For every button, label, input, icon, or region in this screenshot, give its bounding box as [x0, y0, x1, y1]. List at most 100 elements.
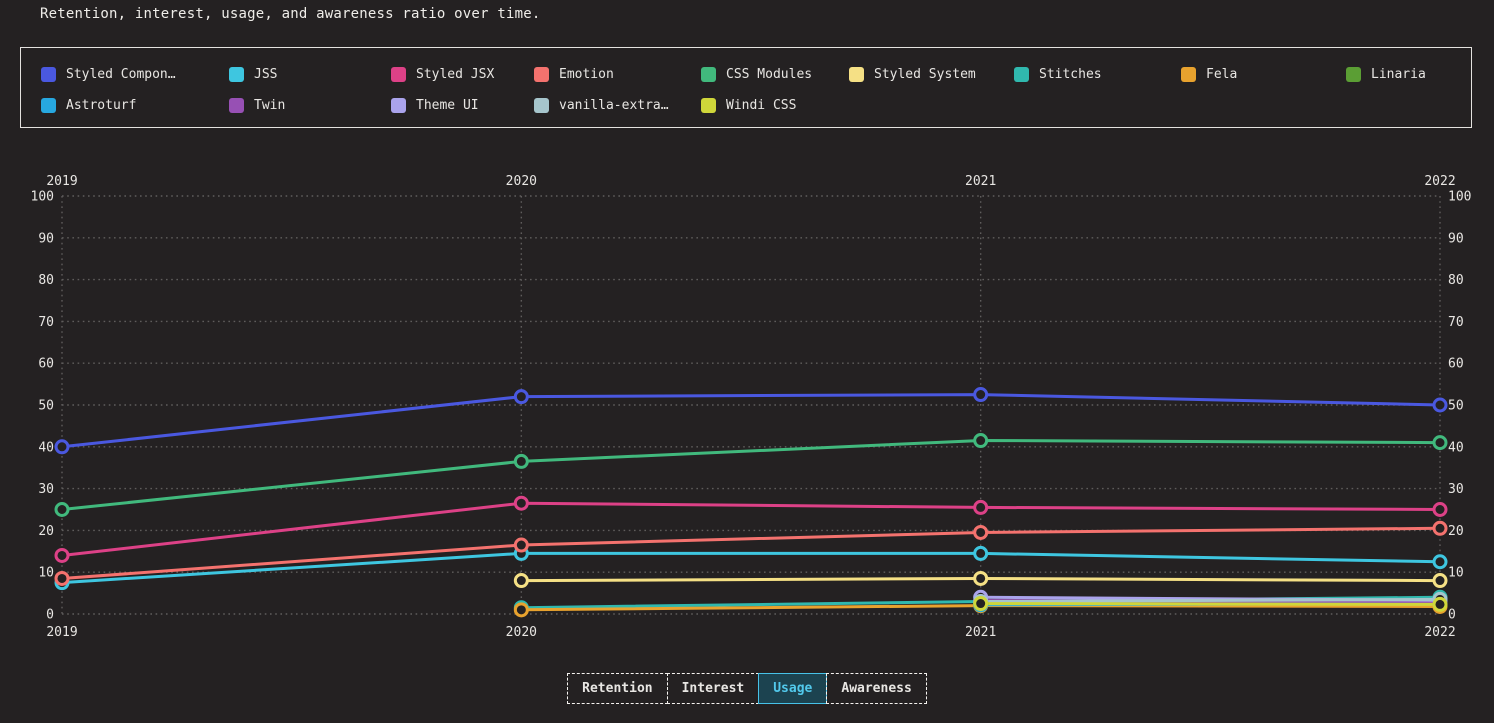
- data-point-emotion[interactable]: [513, 537, 529, 553]
- legend-item-label: Stitches: [1039, 67, 1102, 82]
- y-axis-tick-left: 20: [38, 524, 54, 539]
- y-axis-tick-left: 30: [38, 482, 54, 497]
- legend-item-label: Windi CSS: [726, 98, 797, 113]
- data-point-styled-jsx[interactable]: [973, 499, 989, 515]
- legend-swatch-icon: [701, 67, 716, 82]
- legend-item-label: Astroturf: [66, 98, 137, 113]
- x-axis-label-bottom: 2022: [1424, 625, 1455, 640]
- legend-swatch-icon: [1014, 67, 1029, 82]
- legend-swatch-icon: [1181, 67, 1196, 82]
- x-axis-label-bottom: 2021: [965, 625, 996, 640]
- y-axis-tick-left: 10: [38, 566, 54, 581]
- metric-button-interest[interactable]: Interest: [666, 673, 760, 704]
- series-line-styled-components: [60, 393, 1442, 449]
- y-axis-tick-right: 100: [1448, 190, 1471, 205]
- data-point-css-modules[interactable]: [513, 453, 529, 469]
- legend-swatch-icon: [391, 98, 406, 113]
- data-point-emotion[interactable]: [973, 524, 989, 540]
- data-point-emotion[interactable]: [54, 570, 70, 586]
- legend-item-styled-jsx[interactable]: Styled JSX: [391, 59, 534, 90]
- legend-swatch-icon: [41, 98, 56, 113]
- x-axis-label-bottom: 2019: [46, 625, 77, 640]
- y-axis-tick-right: 10: [1448, 566, 1464, 581]
- data-point-styled-components[interactable]: [1432, 397, 1448, 413]
- legend-swatch-icon: [534, 98, 549, 113]
- data-point-jss[interactable]: [1432, 554, 1448, 570]
- legend-swatch-icon: [534, 67, 549, 82]
- y-axis-tick-right: 60: [1448, 357, 1464, 372]
- legend-item-windi-css[interactable]: Windi CSS: [701, 90, 849, 121]
- data-point-styled-components[interactable]: [973, 387, 989, 403]
- data-point-styled-jsx[interactable]: [1432, 502, 1448, 517]
- y-axis-tick-left: 100: [31, 190, 54, 205]
- y-axis-tick-right: 80: [1448, 273, 1464, 288]
- legend-item-label: Styled System: [874, 67, 976, 82]
- metric-switcher: Retention Interest Usage Awareness: [0, 673, 1494, 704]
- y-axis-tick-right: 50: [1448, 399, 1464, 414]
- legend-swatch-icon: [229, 67, 244, 82]
- legend-item-theme-ui[interactable]: Theme UI: [391, 90, 534, 121]
- x-axis-label-top: 2021: [965, 174, 996, 189]
- legend-swatch-icon: [849, 67, 864, 82]
- legend-item-label: Twin: [254, 98, 286, 113]
- legend: Styled Compon… JSS Styled JSX Emotion CSS Mo…: [20, 47, 1472, 128]
- legend-item-vanilla-extract[interactable]: vanilla-extra…: [534, 90, 701, 121]
- legend-item-label: vanilla-extra…: [559, 98, 669, 113]
- legend-item-label: Linaria: [1371, 67, 1426, 82]
- data-point-styled-jsx[interactable]: [54, 547, 70, 563]
- metric-button-usage[interactable]: Usage: [758, 673, 828, 704]
- legend-item-label: Styled Compon…: [66, 67, 176, 82]
- data-point-css-modules[interactable]: [973, 433, 989, 449]
- series-line-css-modules: [60, 439, 1442, 511]
- data-point-windi-css[interactable]: [1432, 596, 1448, 612]
- data-point-css-modules[interactable]: [54, 502, 70, 517]
- legend-item-label: Fela: [1206, 67, 1238, 82]
- legend-item-stitches[interactable]: Stitches: [1014, 59, 1181, 90]
- legend-item-twin[interactable]: Twin: [229, 90, 391, 121]
- series-line-vanilla-extract: [979, 597, 1442, 603]
- legend-item-fela[interactable]: Fela: [1181, 59, 1346, 90]
- legend-item-label: JSS: [254, 67, 278, 82]
- y-axis-tick-right: 40: [1448, 440, 1464, 455]
- metric-button-retention[interactable]: Retention: [567, 673, 668, 704]
- y-axis-tick-right: 70: [1448, 315, 1464, 330]
- legend-swatch-icon: [41, 67, 56, 82]
- y-axis-tick-left: 0: [46, 608, 54, 623]
- page-title: Retention, interest, usage, and awarenes…: [40, 6, 541, 22]
- data-point-windi-css[interactable]: [973, 596, 989, 612]
- data-point-styled-components[interactable]: [54, 439, 70, 455]
- y-axis-tick-left: 70: [38, 315, 54, 330]
- legend-item-css-modules[interactable]: CSS Modules: [701, 59, 849, 90]
- legend-item-astroturf[interactable]: Astroturf: [41, 90, 229, 121]
- data-point-fela[interactable]: [513, 602, 529, 618]
- legend-item-styled-components[interactable]: Styled Compon…: [41, 59, 229, 90]
- y-axis-tick-right: 90: [1448, 231, 1464, 246]
- metric-button-awareness[interactable]: Awareness: [826, 673, 927, 704]
- legend-item-linaria[interactable]: Linaria: [1346, 59, 1471, 90]
- data-point-styled-system[interactable]: [513, 573, 529, 589]
- legend-item-emotion[interactable]: Emotion: [534, 59, 701, 90]
- data-point-emotion[interactable]: [1432, 520, 1448, 536]
- y-axis-tick-left: 60: [38, 357, 54, 372]
- legend-item-label: Styled JSX: [416, 67, 495, 82]
- series-line-windi-css: [979, 602, 1442, 606]
- legend-item-styled-system[interactable]: Styled System: [849, 59, 1014, 90]
- y-axis-tick-right: 30: [1448, 482, 1464, 497]
- data-point-styled-jsx[interactable]: [513, 495, 529, 511]
- y-axis-tick-right: 20: [1448, 524, 1464, 539]
- legend-swatch-icon: [391, 67, 406, 82]
- data-point-styled-components[interactable]: [513, 389, 529, 405]
- data-point-jss[interactable]: [973, 545, 989, 561]
- x-axis-label-top: 2020: [506, 174, 537, 189]
- series-line-jss: [60, 551, 1442, 585]
- legend-item-jss[interactable]: JSS: [229, 59, 391, 90]
- x-axis-label-top: 2022: [1424, 174, 1455, 189]
- data-point-styled-system[interactable]: [973, 570, 989, 586]
- y-axis-tick-left: 80: [38, 273, 54, 288]
- legend-item-label: CSS Modules: [726, 67, 813, 82]
- data-point-styled-system[interactable]: [1432, 573, 1448, 589]
- legend-swatch-icon: [1346, 67, 1361, 82]
- y-axis-tick-right: 0: [1448, 608, 1456, 623]
- data-point-css-modules[interactable]: [1432, 435, 1448, 451]
- series-line-emotion: [60, 526, 1442, 580]
